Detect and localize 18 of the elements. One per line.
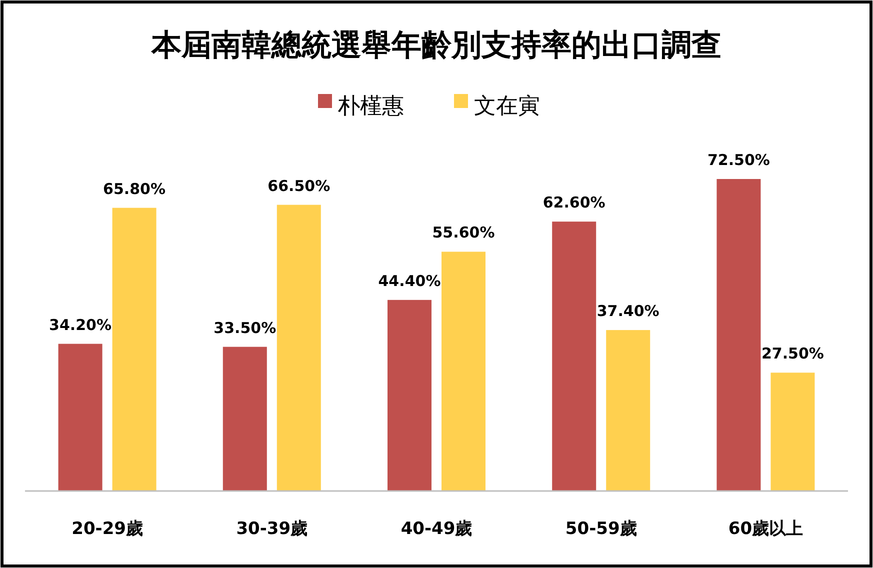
data-label: 44.40% [378, 272, 441, 290]
data-label: 65.80% [103, 180, 166, 198]
x-tick-label: 30-39歲 [236, 519, 308, 539]
data-label: 72.50% [707, 151, 770, 169]
x-tick-label: 50-59歲 [565, 519, 637, 539]
data-label: 34.20% [49, 316, 112, 334]
data-label: 66.50% [268, 176, 330, 195]
x-tick-label: 60歲以上 [728, 519, 804, 539]
data-label: 27.50% [761, 344, 824, 363]
data-label: 62.60% [542, 194, 606, 212]
legend-label: 文在寅 [474, 94, 540, 120]
data-label: 33.50% [214, 318, 276, 337]
x-tick-label: 40-49歲 [400, 519, 472, 539]
data-label: 55.60% [432, 224, 495, 242]
legend-label: 朴槿惠 [337, 94, 404, 120]
data-label: 37.40% [596, 302, 660, 320]
x-tick-label: 20-29歲 [72, 519, 143, 539]
chart-title: 本屆南韓總統選舉年齡別支持率的出口調查 [150, 28, 722, 62]
